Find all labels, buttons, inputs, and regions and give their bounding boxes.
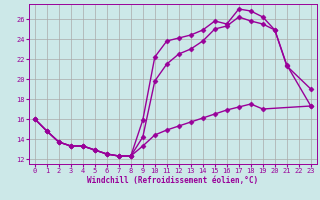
X-axis label: Windchill (Refroidissement éolien,°C): Windchill (Refroidissement éolien,°C) (87, 176, 258, 185)
